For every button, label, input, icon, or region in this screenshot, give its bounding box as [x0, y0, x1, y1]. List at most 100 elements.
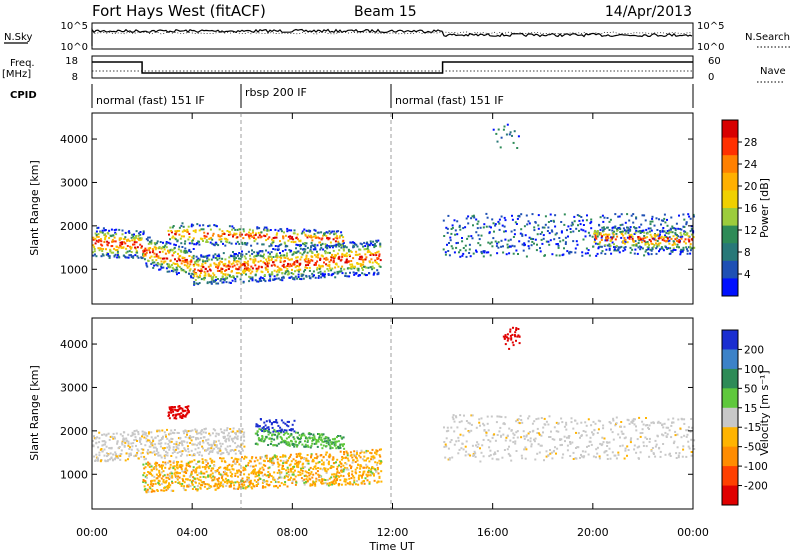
velocity-echo — [262, 426, 265, 429]
power-echo — [93, 246, 96, 249]
velocity-echo — [130, 448, 133, 451]
power-echo — [660, 235, 663, 238]
power-echo — [224, 273, 227, 276]
velocity-echo — [293, 445, 296, 448]
velocity-echo — [156, 430, 159, 433]
power-echo — [511, 134, 513, 137]
velocity-echo — [267, 433, 270, 436]
power-echo — [334, 276, 337, 279]
power-echo — [468, 252, 471, 254]
velocity-echo — [150, 465, 153, 468]
velocity-echo — [376, 466, 379, 469]
power-echo — [267, 270, 269, 273]
velocity-echo — [222, 473, 225, 476]
velocity-echo — [359, 464, 362, 467]
power-echo — [618, 226, 621, 229]
velocity-echo — [205, 439, 208, 442]
velocity-echo — [166, 446, 169, 449]
power-echo — [319, 265, 322, 268]
power-echo — [587, 249, 590, 252]
velocity-echo — [515, 431, 518, 434]
power-echo — [333, 271, 336, 274]
power-echo — [275, 270, 278, 273]
power-echo — [472, 224, 474, 227]
power-echo — [240, 273, 243, 276]
velocity-echo — [187, 448, 190, 450]
power-echo — [266, 228, 269, 231]
power-echo — [130, 251, 133, 253]
velocity-echo — [128, 448, 131, 450]
velocity-echo — [642, 441, 645, 444]
velocity-echo — [170, 440, 173, 443]
power-echo — [272, 239, 275, 242]
velocity-echo — [240, 430, 243, 433]
power-echo — [487, 241, 490, 244]
power-echo — [313, 243, 316, 246]
velocity-echo — [502, 433, 505, 436]
velocity-echo — [96, 436, 99, 439]
power-echo — [378, 253, 381, 256]
velocity-echo — [444, 443, 447, 446]
power-echo — [220, 268, 223, 271]
velocity-echo — [301, 472, 304, 475]
velocity-echo — [281, 438, 283, 441]
power-echo — [232, 235, 234, 238]
velocity-echo — [486, 422, 489, 425]
velocity-echo — [508, 454, 511, 457]
velocity-echo — [206, 442, 209, 445]
freq-label: Freq. — [10, 58, 35, 69]
power-echo — [318, 237, 321, 240]
velocity-echo — [332, 457, 335, 460]
velocity-echo — [269, 474, 271, 477]
power-echo — [575, 227, 578, 230]
velocity-echo — [257, 437, 260, 440]
velocity-echo — [104, 460, 107, 463]
velocity-echo — [339, 445, 341, 448]
power-echo — [239, 231, 242, 234]
velocity-echo — [489, 454, 492, 457]
power-echo — [305, 275, 308, 278]
velocity-echo — [258, 471, 261, 474]
power-echo — [107, 232, 110, 235]
power-echo — [658, 236, 661, 239]
power-echo — [567, 225, 570, 228]
velocity-echo — [155, 468, 158, 471]
power-echo — [485, 225, 488, 228]
velocity-echo — [303, 445, 306, 448]
velocity-echo — [346, 467, 349, 470]
power-echo — [208, 224, 211, 227]
power-echo — [328, 237, 331, 240]
power-echo — [367, 249, 370, 252]
velocity-echo — [597, 419, 600, 422]
power-echo — [177, 248, 180, 251]
power-echo — [181, 222, 184, 225]
velocity-echo — [145, 437, 148, 440]
velocity-echo — [359, 456, 362, 459]
velocity-echo — [340, 474, 342, 477]
power-echo — [598, 233, 601, 236]
velocity-echo — [219, 448, 222, 450]
power-echo — [336, 272, 339, 275]
velocity-echo — [205, 470, 208, 473]
velocity-echo — [181, 450, 184, 453]
velocity-echo — [561, 443, 563, 446]
power-echo — [623, 237, 626, 239]
velocity-echo — [496, 415, 499, 418]
power-echo — [639, 248, 642, 251]
power-echo — [111, 239, 114, 241]
velocity-echo — [109, 447, 112, 450]
power-echo — [303, 243, 306, 246]
power-echo — [274, 248, 277, 251]
velocity-echo — [349, 481, 352, 484]
power-echo — [530, 244, 533, 247]
velocity-echo — [325, 445, 328, 448]
velocity-echo — [278, 432, 281, 435]
velocity-echo — [508, 347, 511, 350]
power-echo — [144, 247, 147, 250]
power-echo — [194, 261, 197, 264]
power-echo — [317, 276, 320, 279]
power-echo — [256, 227, 259, 230]
power-echo — [468, 248, 471, 251]
velocity-echo — [320, 436, 323, 439]
power-echo — [635, 243, 638, 246]
